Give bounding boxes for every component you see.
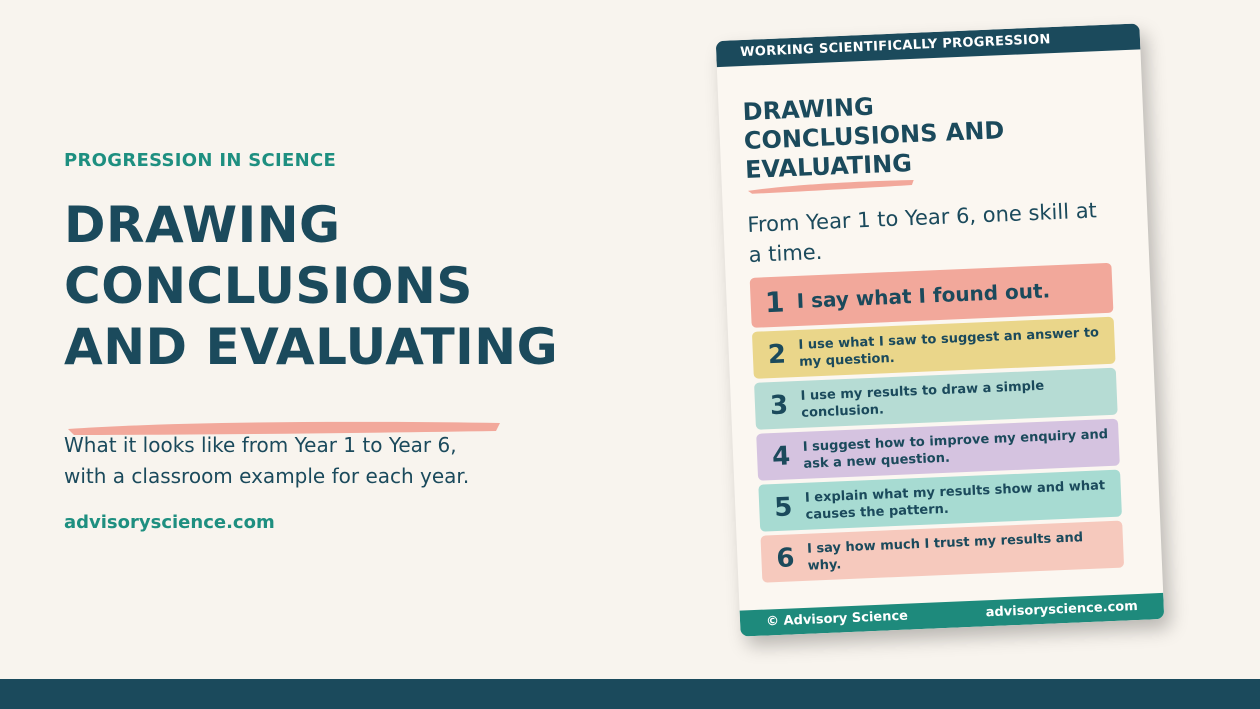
copyright-text: © Advisory Science bbox=[765, 608, 909, 630]
website-link[interactable]: advisoryscience.com bbox=[64, 512, 275, 533]
headline-line: DRAWING bbox=[64, 196, 341, 254]
poster-sheet: WORKING SCIENTIFICALLY PROGRESSION DRAWI… bbox=[715, 23, 1165, 637]
poster-card: WORKING SCIENTIFICALLY PROGRESSION DRAWI… bbox=[715, 23, 1165, 637]
subtitle-line: with a classroom example for each year. bbox=[64, 464, 470, 488]
step-text: I explain what my results show and what … bbox=[804, 477, 1106, 523]
headline-line: AND EVALUATING bbox=[64, 318, 559, 376]
headline: DRAWING CONCLUSIONS AND EVALUATING bbox=[64, 195, 624, 435]
progression-item: 6 I say how much I trust my results and w… bbox=[760, 520, 1125, 583]
eyebrow-label: PROGRESSION IN SCIENCE bbox=[64, 150, 337, 171]
poster-footer: © Advisory Science advisoryscience.com bbox=[739, 592, 1165, 637]
poster-underline-swoosh bbox=[748, 179, 914, 194]
headline-line: CONCLUSIONS bbox=[64, 257, 473, 315]
subtitle-line: What it looks like from Year 1 to Year 6… bbox=[64, 433, 457, 457]
poster-subtitle: From Year 1 to Year 6, one skill at a ti… bbox=[746, 198, 1098, 267]
poster-website: advisoryscience.com bbox=[985, 598, 1139, 621]
step-text: I use what I saw to suggest an answer to… bbox=[798, 324, 1100, 370]
step-text: I say how much I trust my results and wh… bbox=[806, 529, 1084, 574]
step-number: 2 bbox=[767, 338, 787, 370]
poster-top-banner: WORKING SCIENTIFICALLY PROGRESSION bbox=[715, 23, 1141, 68]
underline-swoosh bbox=[68, 421, 500, 435]
bottom-bar bbox=[0, 679, 1260, 709]
step-number: 4 bbox=[771, 440, 791, 472]
poster-title: DRAWING CONCLUSIONS AND EVALUATING bbox=[742, 87, 1006, 185]
step-text: I use my results to draw a simple conclu… bbox=[800, 378, 1045, 421]
step-text: I say what I found out. bbox=[796, 278, 1051, 313]
hero-section: PROGRESSION IN SCIENCE DRAWING CONCLUSIO… bbox=[64, 150, 624, 533]
step-number: 5 bbox=[773, 491, 793, 523]
step-number: 3 bbox=[769, 389, 789, 421]
step-number: 6 bbox=[775, 542, 796, 574]
step-text: I suggest how to improve my enquiry and … bbox=[802, 426, 1109, 472]
progression-list: 1 I say what I found out. 2 I use what I sa… bbox=[749, 262, 1125, 587]
step-number: 1 bbox=[764, 285, 786, 319]
subtitle: What it looks like from Year 1 to Year 6… bbox=[64, 430, 624, 492]
